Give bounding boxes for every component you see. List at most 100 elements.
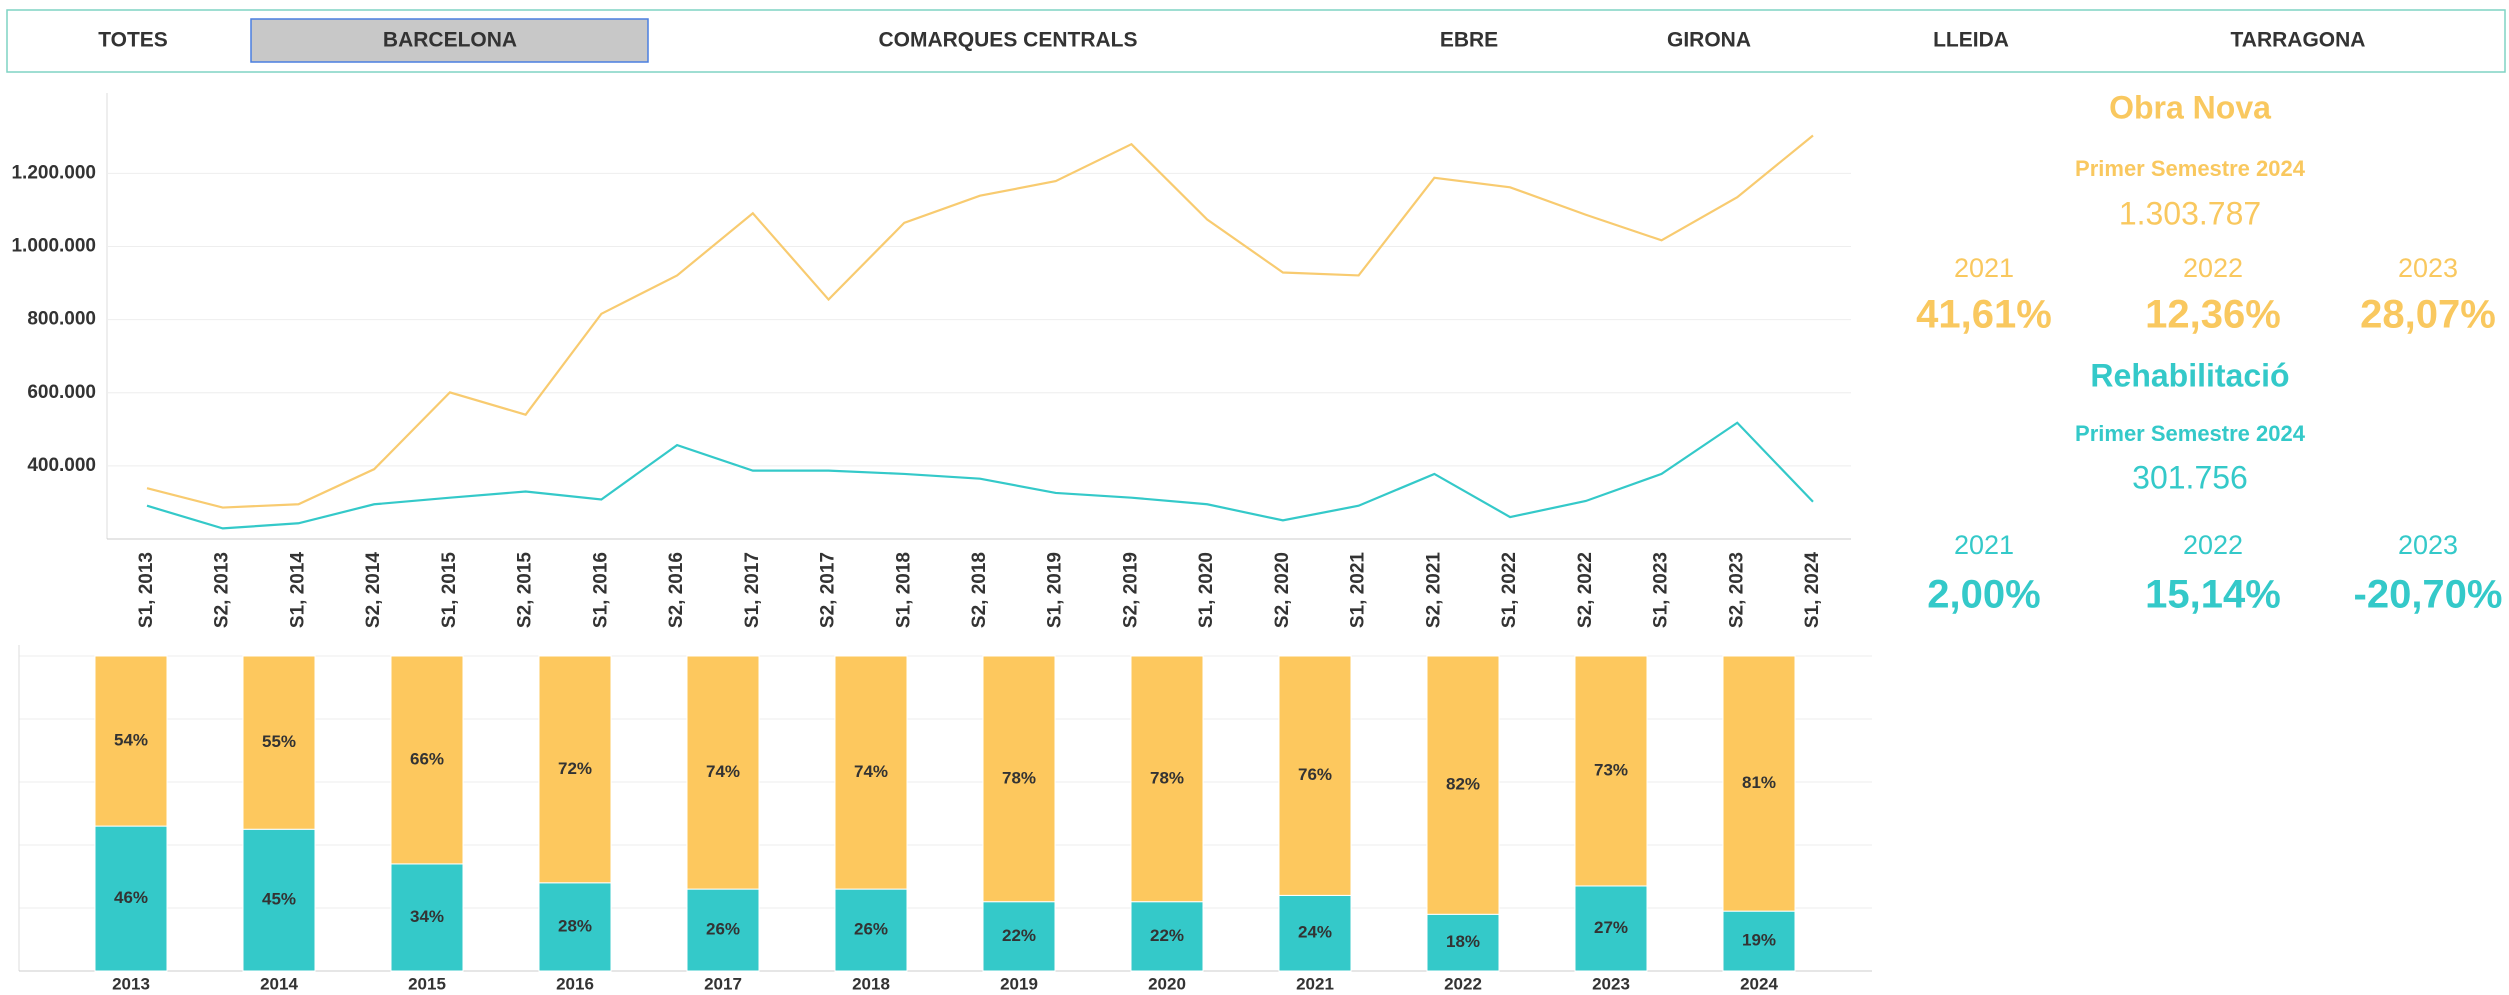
bar-segment (834, 888, 908, 972)
bar-segment (1574, 885, 1648, 972)
x-tick-label: S2, 2018 (969, 552, 990, 628)
bar-segment (1722, 655, 1796, 912)
value-label: 66% (410, 749, 444, 768)
x-tick-label: S2, 2016 (666, 552, 687, 628)
bar-segment (94, 655, 168, 827)
kpi-change: 15,14% (2145, 573, 2281, 617)
x-tick-label: S1, 2021 (1348, 552, 1369, 628)
bar-segment (1574, 655, 1648, 887)
x-tick-label: S2, 2021 (1423, 552, 1444, 628)
tab[interactable]: LLEIDA (1933, 29, 2009, 52)
x-tick-label: 2022 (1444, 974, 1482, 993)
bar-segment (1426, 655, 1500, 915)
x-tick-label: S1, 2022 (1499, 552, 1520, 628)
kpi-change: 2,00% (1927, 573, 2040, 617)
value-label: 22% (1002, 926, 1036, 945)
x-tick-label: S2, 2019 (1120, 552, 1141, 628)
kpi-change: -20,70% (2354, 573, 2503, 617)
bar-segment (1278, 655, 1352, 896)
value-label: 78% (1150, 768, 1184, 787)
tab[interactable]: EBRE (1440, 29, 1498, 52)
value-label: 45% (262, 890, 296, 909)
kpi-year: 2022 (2183, 530, 2243, 560)
bar-segment (94, 825, 168, 972)
x-tick-label: 2023 (1592, 974, 1630, 993)
bar-segment (686, 655, 760, 890)
kpi-change: 41,61% (1916, 293, 2052, 337)
value-label: 18% (1446, 932, 1480, 951)
line (146, 421, 1814, 530)
y-tick-label: 600.000 (27, 382, 96, 403)
bar-segment (390, 655, 464, 865)
bar-segment (1278, 894, 1352, 972)
kpi-change: 28,07% (2360, 293, 2496, 337)
line (146, 134, 1814, 509)
bar-segment (1722, 910, 1796, 972)
x-tick-label: 2016 (556, 974, 594, 993)
value-label: 54% (114, 731, 148, 750)
bar-segment (538, 882, 612, 972)
value-label: 26% (854, 920, 888, 939)
x-tick-label: S1, 2018 (893, 552, 914, 628)
value-label: 24% (1298, 923, 1332, 942)
bar-segment (1130, 655, 1204, 903)
value-label: 46% (114, 888, 148, 907)
kpi-period: Primer Semestre 2024 (2075, 156, 2306, 181)
value-label: 34% (410, 907, 444, 926)
x-tick-label: S2, 2013 (212, 552, 233, 628)
y-tick-label: 800.000 (27, 309, 96, 330)
value-label: 19% (1742, 931, 1776, 950)
bar-segment (982, 901, 1056, 972)
value-label: 82% (1446, 775, 1480, 794)
tab[interactable]: BARCELONA (383, 29, 517, 52)
bar-segment (390, 863, 464, 972)
x-tick-label: S2, 2014 (363, 552, 384, 628)
x-tick-label: 2018 (852, 974, 890, 993)
value-label: 55% (262, 732, 296, 751)
x-tick-label: S1, 2019 (1045, 552, 1066, 628)
x-tick-label: S1, 2017 (742, 552, 763, 628)
x-tick-label: S1, 2016 (590, 552, 611, 628)
kpi-year: 2021 (1954, 530, 2014, 560)
tab[interactable]: TARRAGONA (2231, 29, 2366, 52)
kpi-period: Primer Semestre 2024 (2075, 421, 2306, 446)
x-tick-label: 2017 (704, 974, 742, 993)
x-tick-label: 2014 (260, 974, 298, 993)
bar-segment (834, 655, 908, 890)
kpi-value: 1.303.787 (2119, 195, 2261, 231)
value-label: 72% (558, 759, 592, 778)
x-tick-label: S2, 2017 (818, 552, 839, 628)
y-tick-label: 400.000 (27, 455, 96, 476)
y-tick-label: 1.200.000 (11, 162, 96, 183)
tab[interactable]: COMARQUES CENTRALS (878, 29, 1137, 52)
value-label: 74% (854, 762, 888, 781)
x-tick-label: S1, 2023 (1651, 552, 1672, 628)
tab[interactable]: GIRONA (1667, 29, 1751, 52)
x-tick-label: 2013 (112, 974, 150, 993)
x-tick-label: 2024 (1740, 974, 1778, 993)
x-tick-label: S1, 2014 (287, 552, 308, 628)
x-tick-label: S1, 2015 (439, 552, 460, 628)
value-label: 27% (1594, 918, 1628, 937)
x-tick-label: S1, 2024 (1802, 552, 1823, 628)
value-label: 26% (706, 920, 740, 939)
value-label: 76% (1298, 765, 1332, 784)
bar-segment (242, 655, 316, 830)
x-tick-label: S2, 2022 (1575, 552, 1596, 628)
kpi-change: 12,36% (2145, 293, 2281, 337)
x-tick-label: 2015 (408, 974, 446, 993)
x-tick-label: S2, 2020 (1272, 552, 1293, 628)
tab-selected[interactable] (250, 18, 649, 63)
kpi-year: 2023 (2398, 253, 2458, 283)
kpi-year: 2022 (2183, 253, 2243, 283)
kpi-title: Rehabilitació (2090, 357, 2289, 393)
bar-segment (538, 655, 612, 884)
x-tick-label: S2, 2023 (1726, 552, 1747, 628)
value-label: 78% (1002, 768, 1036, 787)
value-label: 28% (558, 916, 592, 935)
kpi-year: 2021 (1954, 253, 2014, 283)
value-label: 22% (1150, 926, 1184, 945)
tab[interactable]: TOTES (98, 29, 168, 52)
